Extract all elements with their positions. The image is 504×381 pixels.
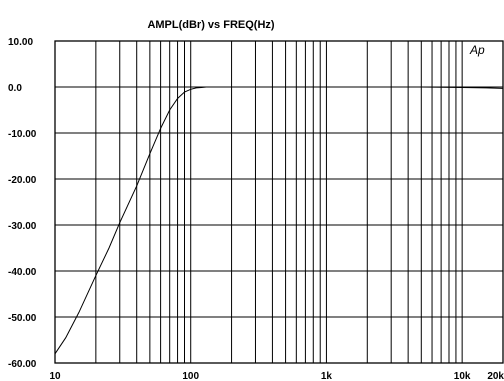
y-tick-label: -10.00	[8, 129, 37, 140]
chart-title: AMPL(dBr) vs FREQ(Hz)	[147, 19, 274, 31]
y-tick-label: -50.00	[8, 313, 37, 324]
series-line	[54, 86, 504, 355]
y-tick-label: -60.00	[8, 359, 37, 370]
y-tick-label: -30.00	[8, 221, 37, 232]
y-tick-label: -40.00	[8, 267, 37, 278]
plot-grid	[55, 40, 503, 364]
y-tick-labels: 10.00 0.0 -10.00 -20.00 -30.00 -40.00 -50.00 -6…	[8, 37, 37, 370]
x-tick-label: 10	[49, 371, 61, 381]
x-tick-labels: 10 100 1k 10k 20k	[49, 371, 504, 381]
x-tick-label: 100	[182, 371, 199, 381]
x-tick-label: 10k	[454, 371, 471, 381]
y-tick-label: -20.00	[8, 175, 37, 186]
plot-annotation: Ap	[469, 43, 485, 57]
y-tick-label: 0.0	[8, 83, 22, 94]
y-tick-label: 10.00	[8, 37, 33, 48]
x-tick-label: 1k	[321, 371, 333, 381]
x-tick-label: 20k	[487, 371, 504, 381]
plot-frame	[54, 40, 504, 364]
